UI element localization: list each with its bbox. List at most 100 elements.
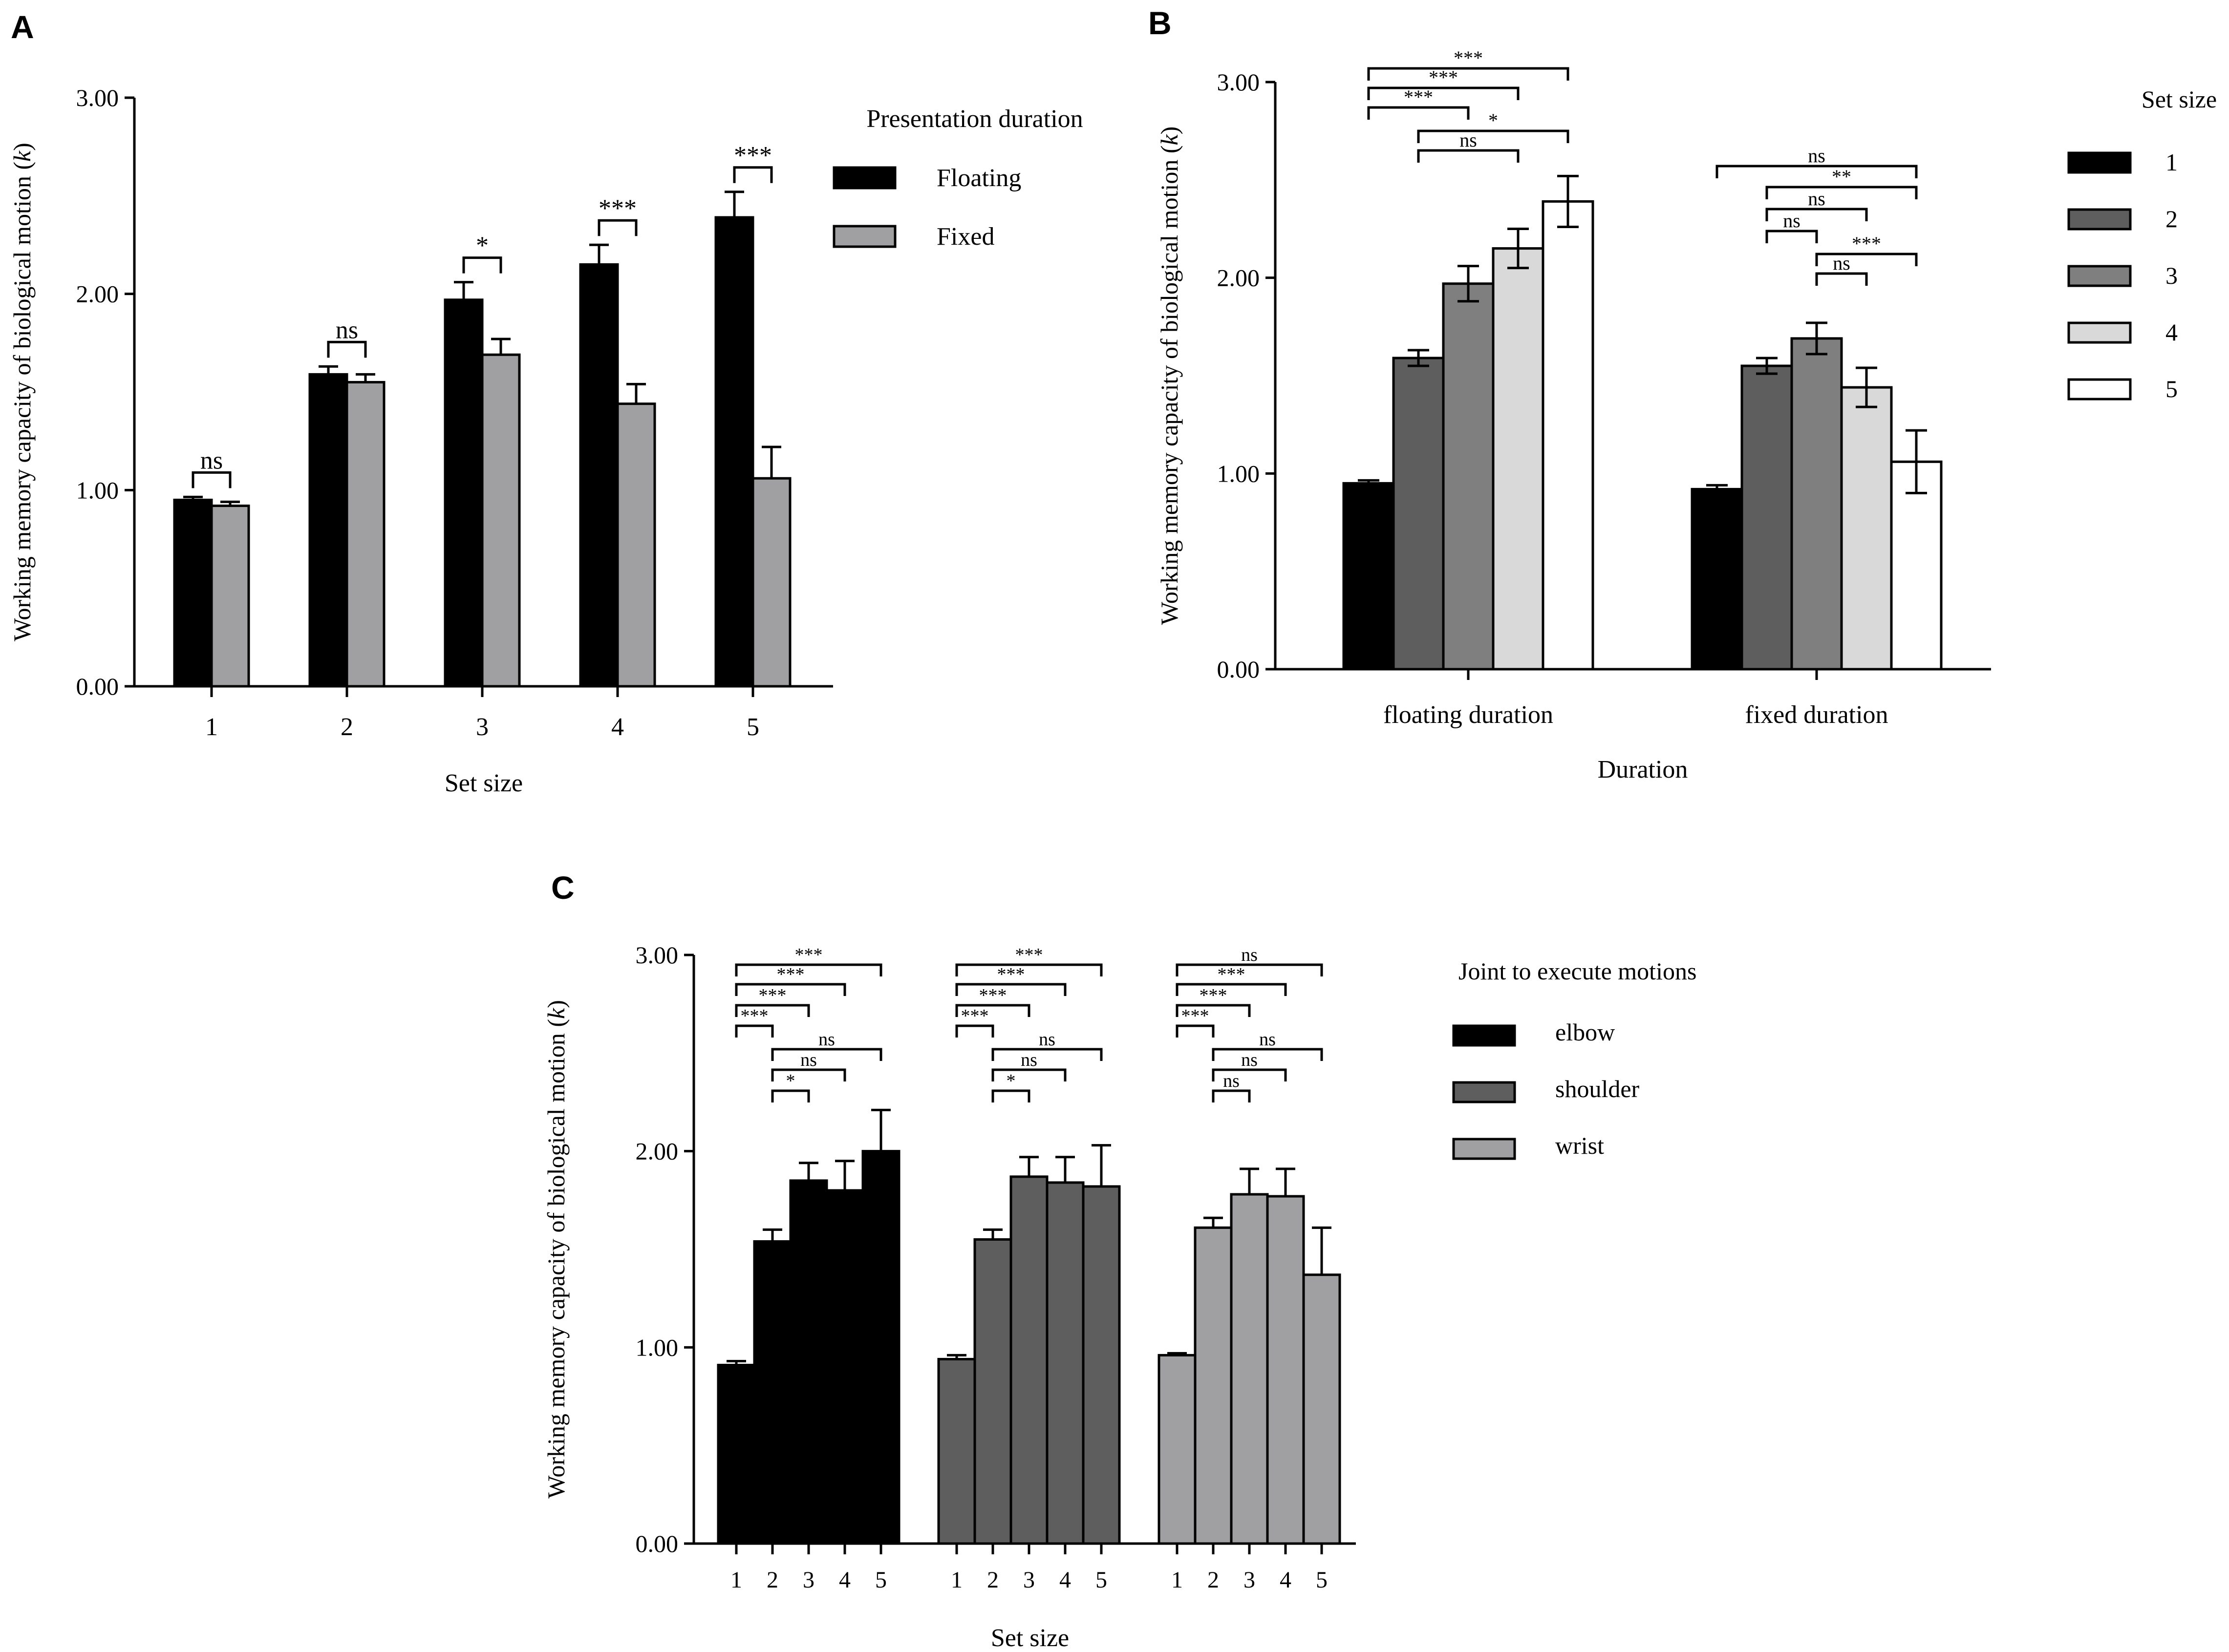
- y-tick-label: 0.00: [636, 1530, 679, 1557]
- bracket-line: [1367, 86, 1520, 100]
- bracket-line: [1417, 149, 1520, 163]
- x-tick-label: 2: [341, 713, 353, 741]
- bracket-line: [1765, 186, 1918, 199]
- significance-bracket-7: ns: [1765, 188, 1868, 221]
- y-tick-label: 1.00: [636, 1334, 679, 1361]
- significance-label: ***: [997, 964, 1025, 985]
- legend-swatch-3: [2067, 265, 2132, 287]
- significance-bracket-8: ***: [955, 964, 1067, 996]
- legend-swatch-wrist: [1452, 1138, 1516, 1160]
- bar-shoulder-5: [1082, 1185, 1121, 1545]
- significance-label: ***: [961, 1006, 989, 1026]
- significance-bracket-0: ***: [735, 945, 882, 976]
- significance-bracket-3: *: [1417, 109, 1569, 143]
- bracket-line: [1367, 106, 1470, 120]
- y-axis-label: Working memory capacity of biological mo…: [1156, 127, 1183, 625]
- panel-label: A: [11, 9, 34, 45]
- y-label-suffix: ): [8, 143, 36, 151]
- bar-fixed-3: [481, 353, 521, 688]
- legend-label-4: 4: [2165, 318, 2178, 346]
- bracket-line: [955, 1004, 1030, 1017]
- significance-label: *: [1488, 109, 1498, 131]
- legend-swatch-elbow: [1452, 1024, 1516, 1047]
- x-tick-label: 5: [1316, 1567, 1328, 1593]
- bar-wrist-5: [1302, 1273, 1341, 1545]
- bar-fixed-5: [751, 477, 792, 688]
- significance-bracket-15: ***: [1176, 964, 1287, 996]
- bar-setsize-5-fixed: [1890, 460, 1943, 671]
- significance-bracket-5: ***: [733, 142, 773, 183]
- legend-label-wrist: wrist: [1555, 1132, 1604, 1159]
- y-tick-label: 0.00: [76, 673, 119, 700]
- legend-swatch-5: [2067, 378, 2132, 401]
- bracket-line: [771, 1048, 882, 1061]
- significance-label: ns: [1021, 1050, 1037, 1070]
- x-tick-label: fixed duration: [1745, 701, 1888, 729]
- significance-bracket-2: ***: [735, 985, 810, 1017]
- bar-floating-1: [173, 498, 213, 688]
- bracket-line: [1176, 1024, 1215, 1038]
- bar-elbow-4: [825, 1189, 864, 1545]
- y-label-variable: k: [8, 150, 36, 162]
- significance-bracket-4: ns: [771, 1029, 882, 1061]
- bracket-line: [955, 1024, 994, 1038]
- x-tick-label: 1: [1171, 1567, 1183, 1593]
- bar-floating-2: [308, 373, 348, 688]
- bracket-line: [327, 340, 367, 358]
- significance-bracket-6: *: [771, 1071, 810, 1102]
- significance-bracket-19: ns: [1212, 1050, 1287, 1081]
- legend-title: Joint to execute motions: [1458, 957, 1696, 985]
- y-tick-label: 3.00: [636, 941, 679, 969]
- significance-bracket-7: ***: [955, 945, 1103, 976]
- significance-label: ***: [795, 945, 823, 965]
- bar-elbow-5: [861, 1150, 900, 1545]
- x-tick-label: 3: [476, 713, 489, 741]
- legend-swatch-1: [2067, 151, 2132, 174]
- y-label-variable: k: [542, 1008, 570, 1019]
- legend-label-fixed: Fixed: [937, 223, 994, 251]
- panel-A: A 0.00 1.00 2.00 3.00 Working memory capacity…: [8, 9, 1083, 797]
- bar-floating-5: [714, 216, 754, 688]
- legend-swatch-floating: [833, 166, 897, 190]
- bracket-line: [735, 1024, 774, 1038]
- x-tick-label: 3: [1243, 1567, 1255, 1593]
- x-tick-label: 4: [839, 1567, 851, 1593]
- bar-shoulder-3: [1009, 1175, 1049, 1545]
- significance-label: *: [476, 232, 489, 260]
- legend-swatch-4: [2067, 321, 2132, 344]
- significance-label: ns: [1223, 1071, 1240, 1091]
- significance-bracket-4: ***: [598, 194, 638, 236]
- bracket-line: [991, 1048, 1103, 1061]
- bar-setsize-5-floating: [1542, 200, 1594, 671]
- bar-fixed-4: [616, 402, 656, 688]
- significance-label: ***: [1852, 233, 1881, 254]
- x-tick-label: 2: [987, 1567, 999, 1593]
- significance-label: ns: [336, 316, 358, 344]
- bracket-line: [771, 1089, 810, 1102]
- significance-label: ***: [599, 194, 637, 222]
- bracket-line: [1815, 253, 1918, 266]
- y-tick-label: 2.00: [76, 280, 119, 308]
- bracket-line: [1765, 230, 1818, 243]
- significance-bracket-13: *: [991, 1071, 1030, 1102]
- significance-label: ns: [200, 446, 223, 474]
- significance-label: ns: [1808, 188, 1825, 210]
- y-tick-label: 3.00: [1217, 68, 1260, 96]
- bracket-line: [192, 471, 232, 488]
- bracket-line: [1212, 1089, 1251, 1102]
- x-tick-label: 2: [767, 1567, 778, 1593]
- significance-label: *: [1007, 1071, 1016, 1091]
- significance-bracket-5: ns: [1715, 145, 1918, 178]
- bracket-line: [735, 1004, 810, 1017]
- significance-label: *: [786, 1071, 795, 1091]
- bar-wrist-4: [1266, 1195, 1305, 1545]
- y-label-prefix: Working memory capacity of biological mo…: [8, 162, 36, 641]
- legend-label-3: 3: [2165, 262, 2178, 289]
- bar-setsize-3-fixed: [1790, 337, 1843, 671]
- significance-bracket-3: ***: [735, 1006, 774, 1038]
- significance-label: ***: [759, 985, 787, 1006]
- panel-label: B: [1148, 5, 1172, 41]
- bracket-line: [991, 1068, 1067, 1081]
- x-tick-label: 3: [1023, 1567, 1035, 1593]
- bar-setsize-2-floating: [1392, 357, 1445, 671]
